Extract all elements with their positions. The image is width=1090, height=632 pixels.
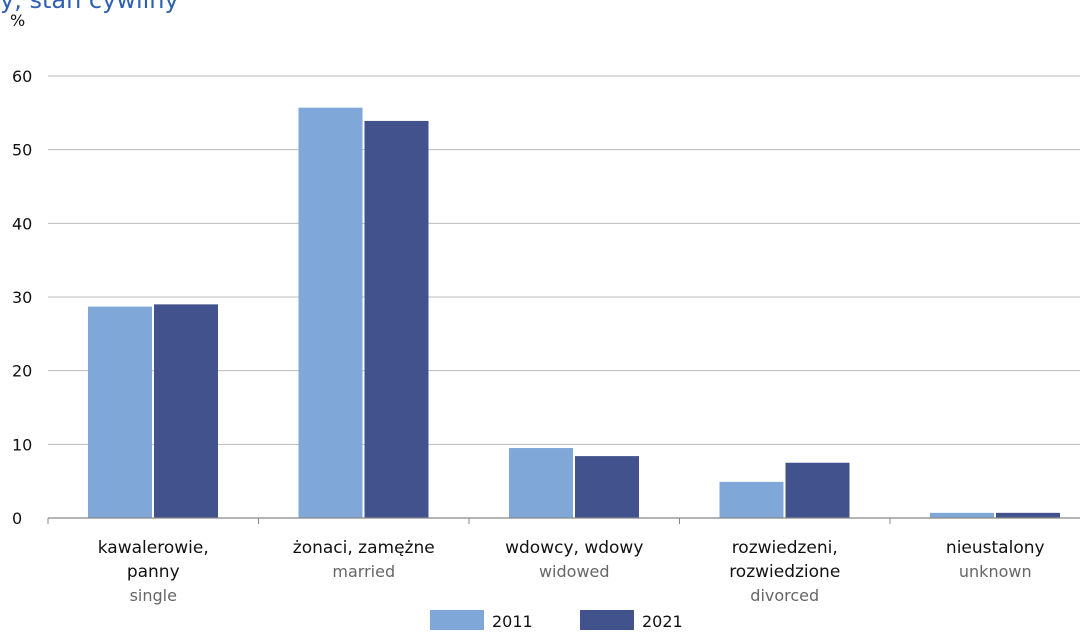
category-label-divorced-line-0: rozwiedzeni,	[732, 538, 838, 558]
category-label-en-unknown: unknown	[959, 562, 1032, 581]
bars	[88, 107, 1060, 518]
y-tick-label-10: 10	[12, 435, 32, 454]
y-tick-label-50: 50	[12, 141, 32, 160]
y-tick-label-20: 20	[12, 362, 32, 381]
y-tick-label-40: 40	[12, 214, 32, 233]
legend-swatch-2021	[580, 610, 634, 630]
category-label-single-line-1: panny	[127, 562, 180, 582]
category-label-married-line-0: żonaci, zamężne	[293, 538, 435, 558]
legend-label-2011: 2011	[492, 612, 533, 631]
category-label-en-divorced: divorced	[750, 586, 819, 605]
bar-2011-single	[88, 306, 152, 518]
category-label-en-widowed: widowed	[539, 562, 610, 581]
y-axis-ticks: 0 10 20 30 40 50 60	[12, 67, 32, 528]
bar-2021-widowed	[575, 456, 639, 518]
category-label-unknown-line-0: nieustalony	[946, 538, 1045, 558]
category-label-en-single: single	[130, 586, 177, 605]
y-tick-label-60: 60	[12, 67, 32, 86]
y-tick-label-0: 0	[12, 509, 22, 528]
category-label-widowed-line-0: wdowcy, wdowy	[505, 538, 643, 558]
bar-2011-married	[298, 107, 363, 518]
bar-2021-divorced	[785, 462, 850, 518]
legend-swatch-2011	[430, 610, 484, 630]
x-axis-labels: kawalerowie, panny single żonaci, zamężne ma…	[98, 538, 1045, 605]
bar-2011-divorced	[719, 481, 784, 518]
category-label-en-married: married	[332, 562, 395, 581]
legend: 2011 2021	[430, 610, 683, 631]
bar-2011-widowed	[509, 448, 573, 518]
bar-2021-married	[364, 120, 429, 518]
category-label-single-line-0: kawalerowie,	[98, 538, 209, 558]
x-axis	[47, 517, 1080, 524]
category-label-divorced-line-1: rozwiedzione	[729, 562, 840, 582]
y-axis-label: %	[10, 11, 25, 30]
bar-2011-unknown	[930, 512, 994, 518]
y-tick-label-30: 30	[12, 288, 32, 307]
bar-2021-single	[154, 304, 218, 518]
legend-label-2021: 2021	[642, 612, 683, 631]
grid-lines	[48, 75, 1080, 445]
chart-title-fragment: y, stan cywilny	[0, 0, 179, 14]
bar-2021-unknown	[996, 512, 1060, 518]
